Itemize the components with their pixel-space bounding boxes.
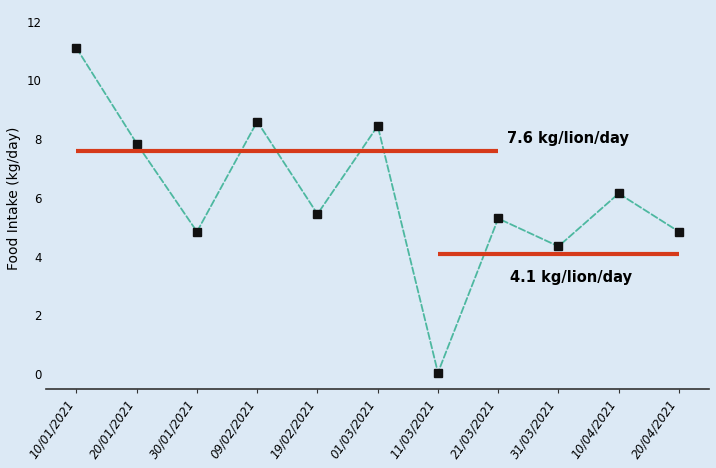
Y-axis label: Food Intake (kg/day): Food Intake (kg/day) xyxy=(7,126,21,270)
Text: 7.6 kg/lion/day: 7.6 kg/lion/day xyxy=(507,132,629,146)
Text: 4.1 kg/lion/day: 4.1 kg/lion/day xyxy=(511,270,632,285)
